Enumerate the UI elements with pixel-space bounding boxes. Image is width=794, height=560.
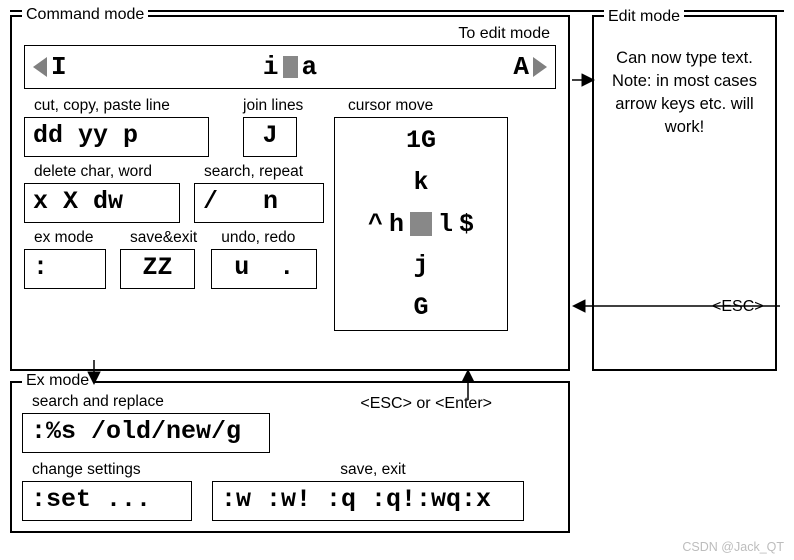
ex-mode-panel: Ex mode search and replace :%s /old/new/… [10, 381, 570, 533]
cursor-move-top: 1G [335, 126, 507, 155]
cursor-move-label: cursor move [348, 97, 508, 115]
command-mode-panel: Command mode To edit mode I i a A [10, 15, 570, 371]
watermark: CSDN @Jack_QT [682, 540, 784, 554]
join-lines-box: J [243, 117, 297, 157]
save-exit-text: ZZ [142, 253, 172, 282]
save-exit-label: save&exit [130, 229, 197, 247]
cut-copy-paste-text: dd yy p [33, 121, 138, 150]
ex-mode-label: ex mode [34, 229, 106, 247]
insert-after-key: a [302, 52, 318, 82]
triangle-right-icon [533, 57, 547, 77]
cursor-block-icon [283, 56, 298, 78]
insert-before-key: i [263, 52, 279, 82]
undo-redo-text: u . [234, 253, 294, 282]
ex-mode-title: Ex mode [22, 372, 93, 390]
save-exit-group: save&exit ZZ [120, 227, 197, 289]
delete-text: x X dw [33, 187, 123, 216]
save-exit-box: ZZ [120, 249, 195, 289]
cursor-move-bottom: G [335, 293, 507, 322]
esc-label: <ESC> [712, 298, 764, 316]
change-settings-group: change settings :set ... [22, 459, 192, 521]
delete-label: delete char, word [34, 163, 180, 181]
insert-line-start-key: I [51, 52, 67, 82]
cursor-move-line-end: $ [459, 210, 474, 239]
cut-copy-paste-group: cut, copy, paste line dd yy p [24, 95, 209, 157]
undo-redo-group: undo, redo u . [211, 227, 317, 289]
cursor-move-box: 1G k ^ h l $ j G [334, 117, 508, 331]
search-replace-group: search and replace :%s /old/new/g [22, 391, 270, 453]
undo-redo-box: u . [211, 249, 317, 289]
insert-line-end-key: A [513, 52, 529, 82]
join-lines-label: join lines [243, 97, 303, 115]
change-settings-text: :set ... [31, 485, 151, 514]
command-grid: cut, copy, paste line dd yy p join lines… [24, 95, 556, 331]
cursor-move-group: cursor move 1G k ^ h l $ j G [334, 95, 508, 331]
main-wrap: Command mode To edit mode I i a A [10, 15, 784, 371]
search-repeat-box: / n [194, 183, 324, 223]
join-lines-group: join lines J [233, 95, 303, 157]
search-replace-box: :%s /old/new/g [22, 413, 270, 453]
delete-group: delete char, word x X dw [24, 161, 180, 223]
command-left-column: cut, copy, paste line dd yy p join lines… [24, 95, 324, 331]
ex-save-exit-group: save, exit :w :w! :q :q!:wq:x [212, 459, 524, 521]
search-replace-label: search and replace [32, 393, 270, 411]
insert-commands-row: I i a A [24, 45, 556, 89]
cursor-move-right: l [438, 210, 453, 239]
command-mode-title: Command mode [22, 6, 148, 24]
search-repeat-text: / n [203, 187, 278, 216]
cursor-move-left: h [389, 210, 404, 239]
ex-mode-box: : [24, 249, 106, 289]
cursor-move-line-start: ^ [368, 210, 383, 239]
edit-mode-title: Edit mode [604, 6, 684, 28]
ex-mode-text: : [33, 253, 48, 282]
ex-save-exit-box: :w :w! :q :q!:wq:x [212, 481, 524, 521]
cut-copy-paste-label: cut, copy, paste line [34, 97, 209, 115]
cursor-block-icon [410, 212, 432, 236]
to-edit-mode-label: To edit mode [20, 25, 550, 43]
delete-box: x X dw [24, 183, 180, 223]
triangle-left-icon [33, 57, 47, 77]
ex-save-exit-label: save, exit [222, 461, 524, 479]
join-lines-text: J [262, 121, 277, 150]
search-repeat-label: search, repeat [204, 163, 324, 181]
cut-copy-paste-box: dd yy p [24, 117, 209, 157]
edit-mode-text: Can now type text. Note: in most cases a… [608, 47, 761, 139]
cursor-move-up: k [335, 168, 507, 197]
ex-mode-group: ex mode : [24, 227, 106, 289]
edit-mode-panel: Edit mode Can now type text. Note: in mo… [592, 15, 777, 371]
search-repeat-group: search, repeat / n [194, 161, 324, 223]
cursor-move-down: j [335, 251, 507, 280]
undo-redo-label: undo, redo [221, 229, 317, 247]
change-settings-label: change settings [32, 461, 192, 479]
change-settings-box: :set ... [22, 481, 192, 521]
search-replace-text: :%s /old/new/g [31, 417, 241, 446]
ex-save-exit-text: :w :w! :q :q!:wq:x [221, 485, 491, 514]
esc-or-enter-label: <ESC> or <Enter> [360, 395, 492, 413]
